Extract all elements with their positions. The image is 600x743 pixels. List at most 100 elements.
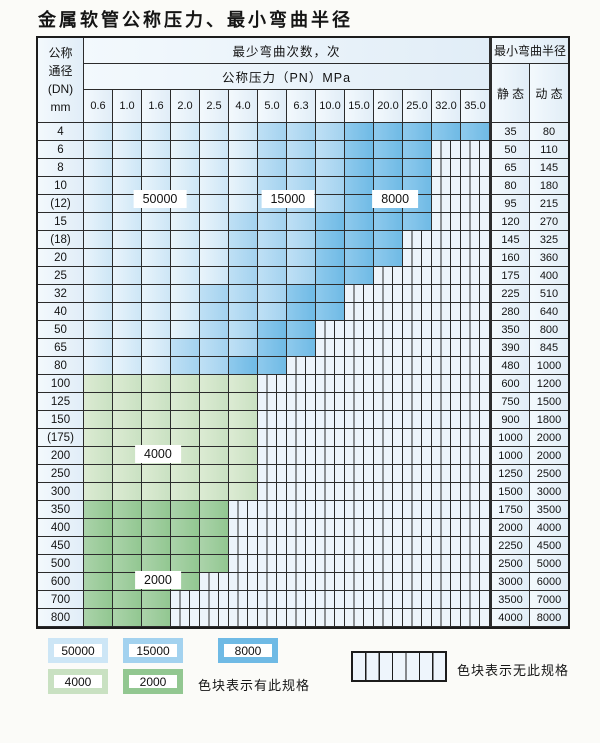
spec-cell (229, 429, 258, 447)
spec-cell (258, 231, 287, 249)
spec-cell (142, 537, 171, 555)
no-spec-cell (461, 249, 490, 267)
static-value: 175 (490, 267, 530, 285)
dynamic-value: 8000 (530, 609, 568, 627)
spec-cell (345, 213, 374, 231)
legend-no-spec-swatch (351, 651, 447, 682)
spec-cell (287, 303, 316, 321)
no-spec-cell (403, 357, 432, 375)
dynamic-value: 80 (530, 123, 568, 141)
dn-cell: (18) (38, 231, 84, 249)
no-spec-cell (403, 501, 432, 519)
spec-cell (258, 159, 287, 177)
spec-cell (200, 555, 229, 573)
spec-cell (403, 141, 432, 159)
spec-cell (84, 195, 113, 213)
dynamic-value: 1500 (530, 393, 568, 411)
static-value: 900 (490, 411, 530, 429)
spec-cell (171, 231, 200, 249)
spec-cell (142, 483, 171, 501)
no-spec-cell (461, 177, 490, 195)
legend-swatch-50000: 50000 (48, 638, 108, 663)
no-spec-cell (432, 411, 461, 429)
no-spec-cell (403, 465, 432, 483)
spec-cell (171, 375, 200, 393)
spec-cell (84, 411, 113, 429)
spec-cell (113, 213, 142, 231)
no-spec-cell (171, 609, 200, 627)
no-spec-cell (229, 609, 258, 627)
spec-cell (258, 141, 287, 159)
spec-cell (84, 501, 113, 519)
no-spec-cell (432, 393, 461, 411)
no-spec-cell (316, 393, 345, 411)
static-value: 350 (490, 321, 530, 339)
spec-cell (200, 231, 229, 249)
spec-cell (403, 159, 432, 177)
spec-cell (287, 159, 316, 177)
no-spec-cell (403, 285, 432, 303)
no-spec-cell (432, 447, 461, 465)
no-spec-cell (461, 429, 490, 447)
no-spec-cell (461, 267, 490, 285)
dn-cell: 400 (38, 519, 84, 537)
dn-cell: 200 (38, 447, 84, 465)
dn-cell: 100 (38, 375, 84, 393)
no-spec-cell (432, 321, 461, 339)
pressure-tick: 32.0 (432, 90, 461, 123)
pressure-tick: 2.0 (171, 90, 200, 123)
spec-cell (171, 357, 200, 375)
spec-cell (258, 249, 287, 267)
spec-cell (84, 519, 113, 537)
no-spec-cell (432, 573, 461, 591)
no-spec-cell (345, 339, 374, 357)
spec-cell (142, 411, 171, 429)
dynamic-value: 4500 (530, 537, 568, 555)
spec-cell (84, 555, 113, 573)
spec-cell (84, 609, 113, 627)
no-spec-cell (345, 537, 374, 555)
dynamic-value: 1000 (530, 357, 568, 375)
no-spec-cell (374, 393, 403, 411)
no-spec-cell (461, 555, 490, 573)
no-spec-cell (287, 357, 316, 375)
pressure-tick: 1.0 (113, 90, 142, 123)
no-spec-cell (403, 591, 432, 609)
spec-cell (200, 537, 229, 555)
dn-cell: 250 (38, 465, 84, 483)
dn-cell: 600 (38, 573, 84, 591)
dn-cell: 80 (38, 357, 84, 375)
spec-cell (113, 357, 142, 375)
dynamic-value: 1200 (530, 375, 568, 393)
spec-cell (287, 267, 316, 285)
dn-cell: 50 (38, 321, 84, 339)
no-spec-cell (432, 519, 461, 537)
spec-cell (229, 375, 258, 393)
spec-cell (200, 303, 229, 321)
spec-cell (403, 213, 432, 231)
pressure-tick: 15.0 (345, 90, 374, 123)
no-spec-cell (403, 375, 432, 393)
spec-cell (171, 141, 200, 159)
no-spec-cell (403, 411, 432, 429)
no-spec-cell (461, 159, 490, 177)
spec-cell (142, 519, 171, 537)
spec-cell (229, 231, 258, 249)
spec-cell (84, 357, 113, 375)
no-spec-cell (432, 303, 461, 321)
cycle-label-8000: 8000 (372, 189, 419, 208)
spec-cell (171, 483, 200, 501)
no-spec-cell (316, 321, 345, 339)
spec-cell (374, 231, 403, 249)
static-value: 65 (490, 159, 530, 177)
spec-cell (287, 339, 316, 357)
no-spec-cell (345, 357, 374, 375)
spec-cell (200, 321, 229, 339)
static-value: 2250 (490, 537, 530, 555)
spec-cell (200, 123, 229, 141)
no-spec-cell (316, 573, 345, 591)
dynamic-value: 270 (530, 213, 568, 231)
static-value: 80 (490, 177, 530, 195)
spec-cell (113, 393, 142, 411)
spec-cell (229, 177, 258, 195)
